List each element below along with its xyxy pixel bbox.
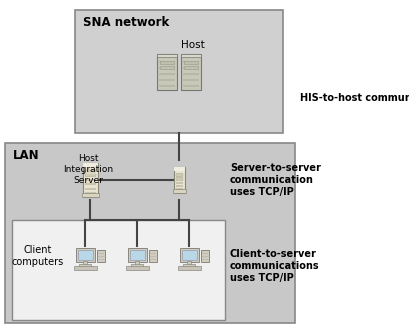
Text: Host: Host (181, 40, 205, 50)
Bar (202, 256, 207, 257)
Bar (74, 266, 97, 270)
Bar (173, 189, 186, 193)
Bar (126, 266, 148, 270)
Bar (180, 248, 198, 262)
Bar (81, 193, 99, 197)
Bar (76, 248, 94, 262)
Bar (181, 54, 201, 90)
Bar (97, 253, 103, 254)
Bar (159, 73, 175, 75)
Bar (184, 66, 198, 69)
Bar (160, 61, 174, 64)
Bar (175, 179, 182, 181)
Bar (175, 188, 182, 190)
Bar (173, 167, 184, 171)
Bar (159, 61, 175, 63)
Bar (85, 175, 95, 177)
Bar (85, 179, 95, 181)
Bar (5, 143, 295, 323)
Bar (175, 173, 182, 175)
Bar (183, 79, 199, 81)
Bar (97, 258, 103, 260)
Bar (85, 170, 95, 172)
Bar (182, 250, 196, 260)
Bar (175, 174, 182, 176)
Bar (183, 264, 196, 267)
Bar (157, 54, 177, 57)
Bar (184, 61, 198, 64)
Bar (75, 10, 283, 133)
Bar (85, 174, 95, 176)
Bar (159, 67, 175, 69)
Bar (97, 256, 103, 257)
Text: Server-to-server
communication
uses TCP/IP: Server-to-server communication uses TCP/… (230, 163, 321, 197)
Bar (175, 182, 182, 184)
Bar (83, 163, 97, 167)
Bar (150, 253, 155, 254)
Bar (77, 250, 92, 260)
Bar (181, 54, 201, 57)
Bar (159, 79, 175, 81)
Bar (175, 176, 182, 178)
Bar (128, 248, 146, 262)
Text: Client
computers: Client computers (12, 245, 64, 267)
Bar (85, 170, 95, 172)
Bar (175, 177, 182, 180)
Bar (150, 258, 155, 260)
Bar (79, 264, 91, 267)
Bar (157, 54, 177, 90)
Bar (12, 220, 225, 320)
Bar (148, 250, 157, 262)
Bar (150, 256, 155, 257)
Bar (200, 250, 209, 262)
Text: SNA network: SNA network (83, 16, 169, 29)
Bar (173, 167, 184, 193)
Bar (183, 85, 199, 87)
Text: Client-to-server
communications
uses TCP/IP: Client-to-server communications uses TCP… (230, 249, 319, 283)
Bar (130, 264, 143, 267)
Bar (83, 163, 97, 197)
Bar (183, 61, 199, 63)
Text: Host
Integration
Server: Host Integration Server (63, 154, 113, 185)
Bar (130, 250, 144, 260)
Bar (175, 185, 182, 187)
Bar (202, 253, 207, 254)
Text: HIS-to-host communication uses SNA: HIS-to-host communication uses SNA (300, 93, 409, 103)
Bar (183, 67, 199, 69)
Text: LAN: LAN (13, 149, 40, 162)
Bar (97, 250, 105, 262)
Bar (85, 183, 95, 185)
Bar (160, 66, 174, 69)
Bar (202, 258, 207, 260)
Bar (83, 261, 87, 265)
Bar (85, 188, 95, 190)
Bar (178, 266, 200, 270)
Bar (183, 73, 199, 75)
Bar (187, 261, 191, 265)
Bar (159, 85, 175, 87)
Bar (85, 192, 95, 194)
Bar (135, 261, 139, 265)
